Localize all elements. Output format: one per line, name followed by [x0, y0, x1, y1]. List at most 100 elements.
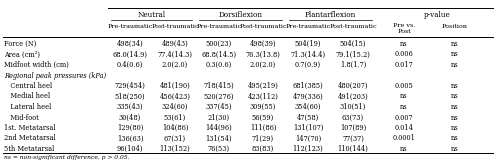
Text: 481(190): 481(190) [160, 82, 190, 90]
Text: 310(51): 310(51) [340, 103, 366, 111]
Text: 354(60): 354(60) [295, 103, 321, 111]
Text: 504(15): 504(15) [340, 40, 366, 48]
Text: 79.1(15.2): 79.1(15.2) [336, 51, 370, 59]
Text: 129(80): 129(80) [117, 124, 143, 132]
Text: ns = non-significant difference, p > 0.05.: ns = non-significant difference, p > 0.0… [4, 156, 130, 161]
Text: 111(86): 111(86) [250, 124, 276, 132]
Text: ns: ns [400, 92, 408, 101]
Text: 2.0(2.0): 2.0(2.0) [250, 61, 276, 69]
Text: 76.3(13.8): 76.3(13.8) [246, 51, 280, 59]
Text: 335(43): 335(43) [116, 103, 143, 111]
Text: 489(43): 489(43) [162, 40, 188, 48]
Text: 1.8(1.7): 1.8(1.7) [340, 61, 366, 69]
Text: ns: ns [451, 40, 459, 48]
Text: ns: ns [451, 134, 459, 142]
Text: p-value: p-value [424, 11, 451, 19]
Text: 131(107): 131(107) [293, 124, 323, 132]
Text: 110(144): 110(144) [338, 145, 368, 153]
Text: 68.0(14.9): 68.0(14.9) [112, 51, 148, 59]
Text: 1st. Metatarsal: 1st. Metatarsal [4, 124, 56, 132]
Text: 0.7(0.9): 0.7(0.9) [295, 61, 321, 69]
Text: ns: ns [451, 51, 459, 59]
Text: 324(60): 324(60) [162, 103, 188, 111]
Text: 77(37): 77(37) [342, 134, 364, 142]
Text: 96(104): 96(104) [117, 145, 143, 153]
Text: ns: ns [451, 145, 459, 153]
Text: 681(385): 681(385) [292, 82, 324, 90]
Text: 480(207): 480(207) [338, 82, 368, 90]
Text: Neutral: Neutral [138, 11, 166, 19]
Text: ns: ns [400, 103, 408, 111]
Text: 67(31): 67(31) [164, 134, 186, 142]
Text: 456(423): 456(423) [160, 92, 190, 101]
Text: 71.3(14.4): 71.3(14.4) [290, 51, 326, 59]
Text: Medial heel: Medial heel [4, 92, 50, 101]
Text: Dorsiflexion: Dorsiflexion [218, 11, 262, 19]
Text: 71(29): 71(29) [252, 134, 274, 142]
Text: 113(152): 113(152) [160, 145, 190, 153]
Text: 500(23): 500(23) [206, 40, 232, 48]
Text: ns: ns [400, 145, 408, 153]
Text: 136(63): 136(63) [117, 134, 143, 142]
Text: Central heel: Central heel [4, 82, 52, 90]
Text: 21(30): 21(30) [208, 113, 230, 121]
Text: Post: Post [397, 29, 411, 34]
Text: 479(336): 479(336) [292, 92, 324, 101]
Text: 104(86): 104(86) [162, 124, 188, 132]
Text: Pre-traumatic: Pre-traumatic [286, 24, 331, 29]
Text: 2nd Metatarsal: 2nd Metatarsal [4, 134, 56, 142]
Text: Lateral heel: Lateral heel [4, 103, 52, 111]
Text: Mid-foot: Mid-foot [4, 113, 39, 121]
Text: Post-traumatic: Post-traumatic [151, 24, 199, 29]
Text: 147(70): 147(70) [295, 134, 321, 142]
Text: Pre vs.: Pre vs. [393, 23, 415, 28]
Text: 47(58): 47(58) [297, 113, 319, 121]
Text: 0.017: 0.017 [394, 61, 413, 69]
Text: 63(73): 63(73) [342, 113, 364, 121]
Text: 131(54): 131(54) [206, 134, 233, 142]
Text: 309(55): 309(55) [250, 103, 276, 111]
Text: Pre-traumatic: Pre-traumatic [196, 24, 242, 29]
Text: Midfoot width (cm): Midfoot width (cm) [4, 61, 69, 69]
Text: 30(48): 30(48) [119, 113, 141, 121]
Text: 77.4(14.3): 77.4(14.3) [158, 51, 192, 59]
Text: 491(203): 491(203) [338, 92, 368, 101]
Text: ns: ns [451, 92, 459, 101]
Text: 83(83): 83(83) [252, 145, 274, 153]
Text: 0.006: 0.006 [394, 51, 413, 59]
Text: ns: ns [400, 40, 408, 48]
Text: 0.0001: 0.0001 [392, 134, 415, 142]
Text: 495(219): 495(219) [248, 82, 278, 90]
Text: 518(250): 518(250) [114, 92, 146, 101]
Text: ns: ns [451, 61, 459, 69]
Text: 107(89): 107(89) [340, 124, 366, 132]
Text: Pre-traumatic: Pre-traumatic [108, 24, 152, 29]
Text: Position: Position [442, 24, 468, 29]
Text: 0.014: 0.014 [394, 124, 413, 132]
Text: 0.005: 0.005 [394, 82, 413, 90]
Text: 68.8(14.5): 68.8(14.5) [202, 51, 236, 59]
Text: ns: ns [451, 82, 459, 90]
Text: 498(34): 498(34) [116, 40, 143, 48]
Text: 337(45): 337(45) [206, 103, 232, 111]
Text: 729(454): 729(454) [114, 82, 146, 90]
Text: 112(123): 112(123) [292, 145, 324, 153]
Text: 423(112): 423(112) [248, 92, 278, 101]
Text: 0.007: 0.007 [394, 113, 413, 121]
Text: 718(415): 718(415) [204, 82, 234, 90]
Text: 76(53): 76(53) [208, 145, 230, 153]
Text: 0.4(0.6): 0.4(0.6) [117, 61, 143, 69]
Text: 0.3(0.6): 0.3(0.6) [206, 61, 232, 69]
Text: 520(276): 520(276) [204, 92, 234, 101]
Text: ns: ns [451, 103, 459, 111]
Text: ns: ns [451, 113, 459, 121]
Text: 5th Metatarsal: 5th Metatarsal [4, 145, 54, 153]
Text: 53(61): 53(61) [164, 113, 186, 121]
Text: Force (N): Force (N) [4, 40, 36, 48]
Text: ns: ns [451, 124, 459, 132]
Text: 2.0(2.0): 2.0(2.0) [162, 61, 188, 69]
Text: Plantarflexion: Plantarflexion [305, 11, 356, 19]
Text: Post-traumatic: Post-traumatic [239, 24, 287, 29]
Text: 504(19): 504(19) [295, 40, 321, 48]
Text: 498(39): 498(39) [250, 40, 276, 48]
